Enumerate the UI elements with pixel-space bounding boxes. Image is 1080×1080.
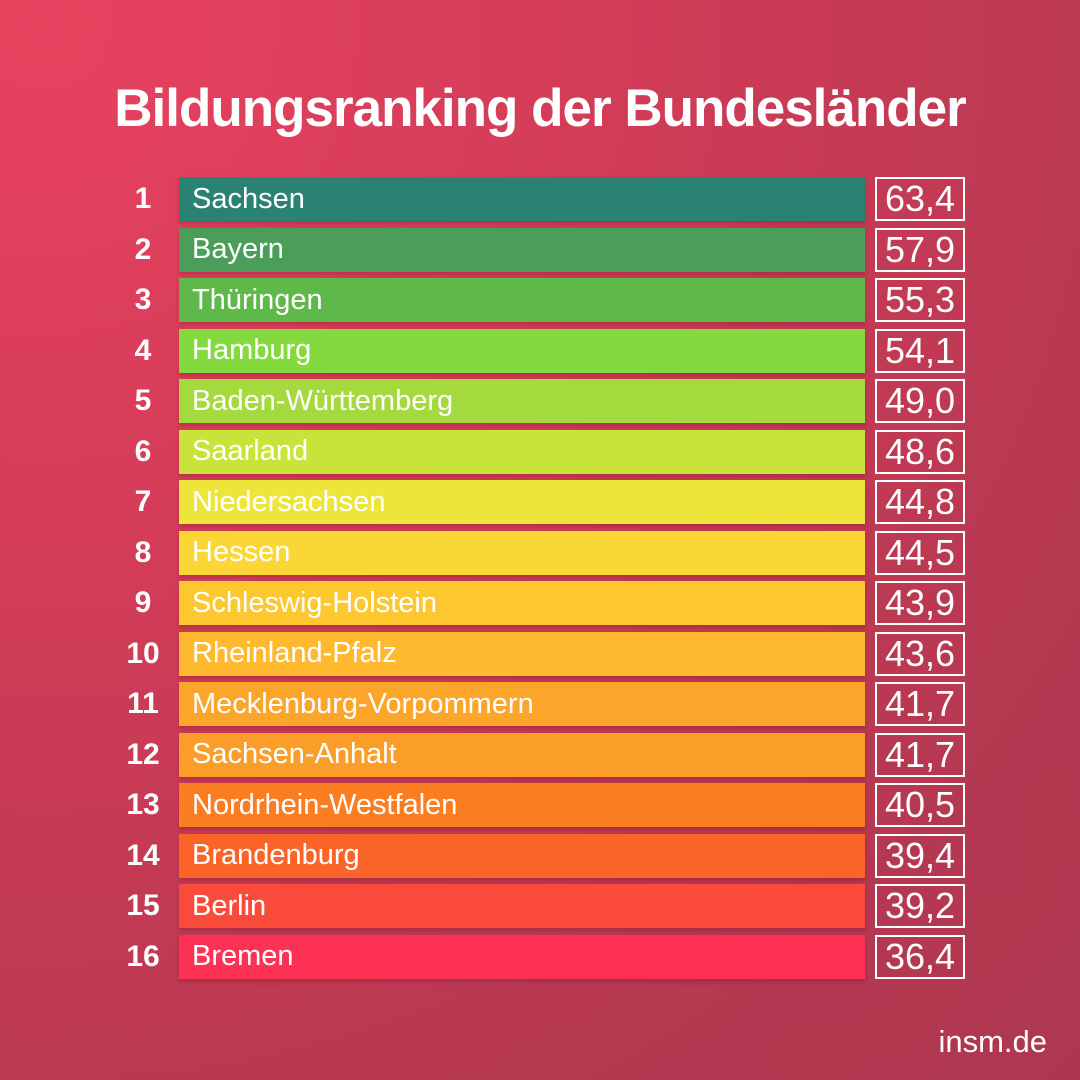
state-bar: Schleswig-Holstein (179, 581, 865, 625)
state-bar: Bremen (179, 934, 865, 979)
source-label: insm.de (938, 1024, 1047, 1059)
state-bar: Berlin (179, 884, 865, 928)
ranking-row: 5 Baden-Württemberg 49,0 (0, 379, 1080, 423)
rank-number: 11 (127, 687, 159, 720)
state-bar: Rheinland-Pfalz (179, 631, 865, 676)
state-label: Niedersachsen (192, 485, 386, 518)
state-label: Sachsen-Anhalt (192, 738, 397, 770)
state-bar: Hessen (179, 530, 865, 575)
value-box: 36,4 (875, 934, 965, 979)
rank-number: 5 (134, 384, 152, 417)
rank-number: 16 (126, 939, 160, 973)
value-box: 41,7 (875, 732, 965, 777)
ranking-row: 8 Hessen 44,5 (0, 530, 1080, 575)
ranking-list: 1 Sachsen 63,4 2 Bayern 57,9 3 Thüringen… (0, 177, 1080, 979)
state-bar: Niedersachsen (179, 480, 865, 524)
ranking-row: 16 Bremen 36,4 (0, 934, 1080, 979)
state-label: Berlin (192, 889, 267, 922)
state-bar: Hamburg (179, 328, 865, 373)
value-box: 41,7 (875, 682, 965, 726)
state-label: Bremen (192, 940, 294, 972)
rank-number: 3 (134, 283, 152, 316)
state-label: Bayern (192, 233, 284, 265)
page-title: Bildungsranking der Bundesländer (114, 78, 966, 138)
value-box: 55,3 (875, 278, 965, 322)
value-box: 44,5 (875, 530, 965, 575)
value-box: 44,8 (875, 480, 965, 524)
ranking-row: 6 Saarland 48,6 (0, 429, 1080, 474)
rank-number: 13 (126, 788, 160, 821)
state-bar: Brandenburg (179, 833, 865, 878)
state-label: Sachsen (192, 182, 305, 215)
ranking-row: 7 Niedersachsen 44,8 (0, 480, 1080, 524)
state-bar: Baden-Württemberg (179, 379, 865, 423)
state-label: Hessen (192, 536, 291, 568)
value-box: 39,4 (875, 833, 965, 878)
rank-number: 7 (134, 485, 152, 518)
state-label: Nordrhein-Westfalen (192, 788, 458, 821)
value-box: 54,1 (875, 328, 965, 373)
state-bar: Sachsen-Anhalt (179, 732, 865, 777)
state-label: Schleswig-Holstein (192, 586, 437, 619)
ranking-row: 1 Sachsen 63,4 (0, 177, 1080, 221)
state-bar: Bayern (179, 227, 865, 272)
ranking-row: 3 Thüringen 55,3 (0, 278, 1080, 322)
rank-number: 8 (134, 535, 152, 569)
ranking-row: 13 Nordrhein-Westfalen 40,5 (0, 783, 1080, 827)
state-bar: Mecklenburg-Vorpommern (179, 682, 865, 726)
state-label: Brandenburg (192, 839, 360, 871)
state-label: Rheinland-Pfalz (192, 637, 397, 669)
state-bar: Nordrhein-Westfalen (179, 783, 865, 827)
state-bar: Thüringen (179, 278, 865, 322)
rank-number: 2 (134, 232, 152, 266)
value-box: 48,6 (875, 429, 965, 474)
state-bar: Saarland (179, 429, 865, 474)
value-box: 63,4 (875, 177, 965, 221)
value-box: 57,9 (875, 227, 965, 272)
ranking-row: 12 Sachsen-Anhalt 41,7 (0, 732, 1080, 777)
value-box: 40,5 (875, 783, 965, 827)
ranking-row: 15 Berlin 39,2 (0, 884, 1080, 928)
ranking-row: 14 Brandenburg 39,4 (0, 833, 1080, 878)
value-box: 43,6 (875, 631, 965, 676)
value-box: 49,0 (875, 379, 965, 423)
rank-number: 14 (126, 838, 160, 872)
rank-number: 6 (134, 434, 152, 468)
rank-number: 4 (134, 333, 152, 367)
rank-number: 10 (126, 636, 160, 670)
rank-number: 9 (134, 586, 152, 619)
rank-number: 1 (134, 182, 152, 215)
ranking-row: 2 Bayern 57,9 (0, 227, 1080, 272)
ranking-row: 11 Mecklenburg-Vorpommern 41,7 (0, 682, 1080, 726)
rank-number: 12 (126, 737, 160, 771)
value-box: 43,9 (875, 581, 965, 625)
state-label: Hamburg (192, 334, 312, 366)
state-label: Thüringen (192, 283, 323, 316)
ranking-row: 4 Hamburg 54,1 (0, 328, 1080, 373)
rank-number: 15 (126, 889, 160, 922)
ranking-row: 10 Rheinland-Pfalz 43,6 (0, 631, 1080, 676)
state-bar: Sachsen (179, 177, 865, 221)
state-label: Saarland (192, 435, 309, 467)
value-box: 39,2 (875, 884, 965, 928)
state-label: Baden-Württemberg (192, 384, 454, 417)
ranking-row: 9 Schleswig-Holstein 43,9 (0, 581, 1080, 625)
state-label: Mecklenburg-Vorpommern (192, 687, 534, 720)
